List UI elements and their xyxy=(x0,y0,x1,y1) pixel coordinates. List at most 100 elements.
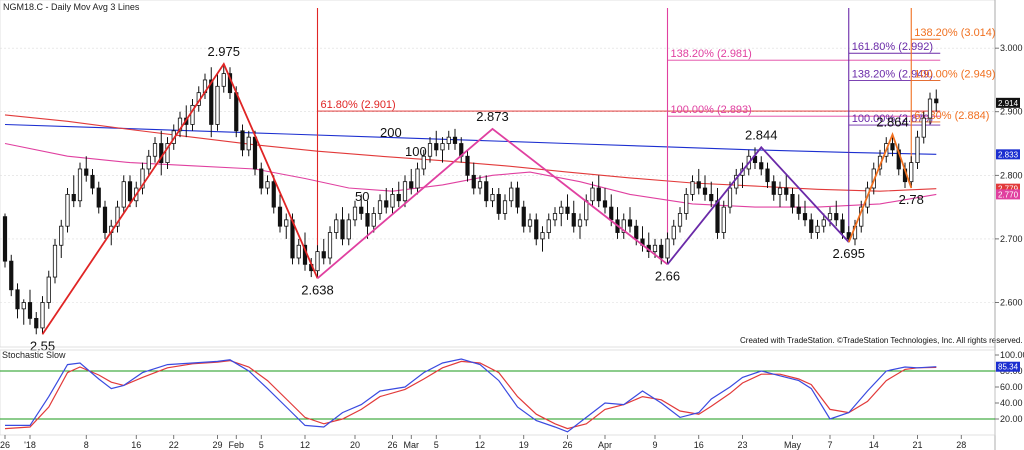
candle-body xyxy=(821,219,826,227)
candle xyxy=(65,188,70,233)
candle xyxy=(115,200,120,233)
fib-level-label: 161.80% (2.992) xyxy=(852,41,933,53)
candle-body xyxy=(921,117,926,138)
candle-body xyxy=(527,219,533,227)
candle xyxy=(127,175,133,208)
candle xyxy=(352,200,358,227)
swing-label: 2.873 xyxy=(476,109,509,124)
candle xyxy=(327,226,333,265)
last-price-label: 2.914 xyxy=(998,99,1019,108)
candle-body xyxy=(365,213,370,227)
candle xyxy=(346,213,351,246)
candle xyxy=(284,213,289,239)
stoch-tick-label: 100.00 xyxy=(1000,350,1024,360)
ma-line-200 xyxy=(4,123,937,155)
candle xyxy=(96,181,101,214)
candle xyxy=(502,194,508,220)
candle xyxy=(46,270,51,309)
swing-label: 2.695 xyxy=(832,246,865,261)
candle-body xyxy=(221,73,226,87)
candle-body xyxy=(815,225,820,233)
candle xyxy=(496,188,501,220)
candle-body xyxy=(802,213,808,221)
candle xyxy=(190,99,195,131)
candle-body xyxy=(296,244,301,259)
symbol-header: NGM18.C - Daily Mov Avg 3 Lines xyxy=(3,2,140,12)
candle xyxy=(359,194,364,220)
price-axis: 2.600 2.700 2.800 2.900 3.000 2.914 2.833 2.779… xyxy=(995,43,1023,307)
candle-body xyxy=(934,98,939,104)
candle xyxy=(621,213,626,239)
candle xyxy=(421,149,426,176)
candle xyxy=(165,137,170,169)
candle xyxy=(796,194,801,220)
ma-label: 200 xyxy=(380,125,402,140)
wave-line xyxy=(847,132,913,243)
candle xyxy=(427,137,433,163)
candle-body xyxy=(346,219,351,240)
candle xyxy=(565,194,570,220)
candle xyxy=(259,162,264,195)
candle xyxy=(534,213,539,246)
candle xyxy=(790,188,795,214)
candle-body xyxy=(77,168,83,202)
candle-body xyxy=(384,200,389,208)
candle-body xyxy=(709,193,714,202)
stoch-last-label: 85.34 xyxy=(998,363,1019,372)
candle xyxy=(821,213,826,233)
candle-body xyxy=(659,244,664,259)
candle xyxy=(484,175,489,208)
candle-body xyxy=(327,232,333,259)
date-tick-label: 16 xyxy=(131,440,141,450)
candle xyxy=(140,162,145,195)
candle-body xyxy=(65,193,70,227)
candle-body xyxy=(509,187,514,202)
candle-body xyxy=(677,213,683,227)
last-price-badge xyxy=(996,149,1020,160)
candle-body xyxy=(9,260,14,291)
candle-body xyxy=(909,162,914,183)
candle xyxy=(602,188,608,214)
candle xyxy=(521,200,526,233)
date-tick-label: 19 xyxy=(519,440,529,450)
candle-body xyxy=(52,244,58,278)
ma-label: 100 xyxy=(405,144,427,159)
candle-body xyxy=(559,206,564,214)
candle-body xyxy=(915,136,920,164)
candle xyxy=(371,207,376,233)
candle-body xyxy=(165,143,170,164)
candle-body xyxy=(546,219,551,233)
candle-body xyxy=(96,187,101,208)
fib-level-label: 138.20% (3.014) xyxy=(914,27,995,39)
candle xyxy=(334,213,339,239)
date-tick-label: 8 xyxy=(84,440,89,450)
candle xyxy=(277,194,283,233)
candle xyxy=(9,254,14,297)
candle-body xyxy=(102,206,108,233)
candle-body xyxy=(59,225,64,246)
candle-body xyxy=(415,168,420,189)
fibonacci-projections: 61.80% (2.901) 138.20% (2.981) 100.00% (2.… xyxy=(316,8,996,279)
candle-body xyxy=(34,317,39,329)
candle xyxy=(396,181,401,208)
candle xyxy=(121,175,126,214)
candle xyxy=(446,130,451,150)
candle-body xyxy=(827,213,833,221)
date-tick-label: 14 xyxy=(869,440,879,450)
candle-body xyxy=(484,181,489,202)
last-price-badge xyxy=(996,97,1020,108)
swing-label: 2.864 xyxy=(876,115,909,130)
candle-body xyxy=(840,219,845,233)
candle-body xyxy=(534,219,539,240)
date-axis: 26 '18 8 16 22 29 Feb 5 12 20 26 Mar 5 12 19 26 Apr 9 16 23… xyxy=(0,435,966,450)
candle xyxy=(765,162,770,189)
candle xyxy=(40,296,45,335)
candle-body xyxy=(90,174,95,189)
candle xyxy=(577,213,583,239)
candle xyxy=(384,188,389,214)
candle-body xyxy=(715,200,720,233)
candle xyxy=(834,200,839,227)
candle-body xyxy=(627,219,633,227)
candle-body xyxy=(402,181,408,202)
date-tick-label: Feb xyxy=(228,440,244,450)
